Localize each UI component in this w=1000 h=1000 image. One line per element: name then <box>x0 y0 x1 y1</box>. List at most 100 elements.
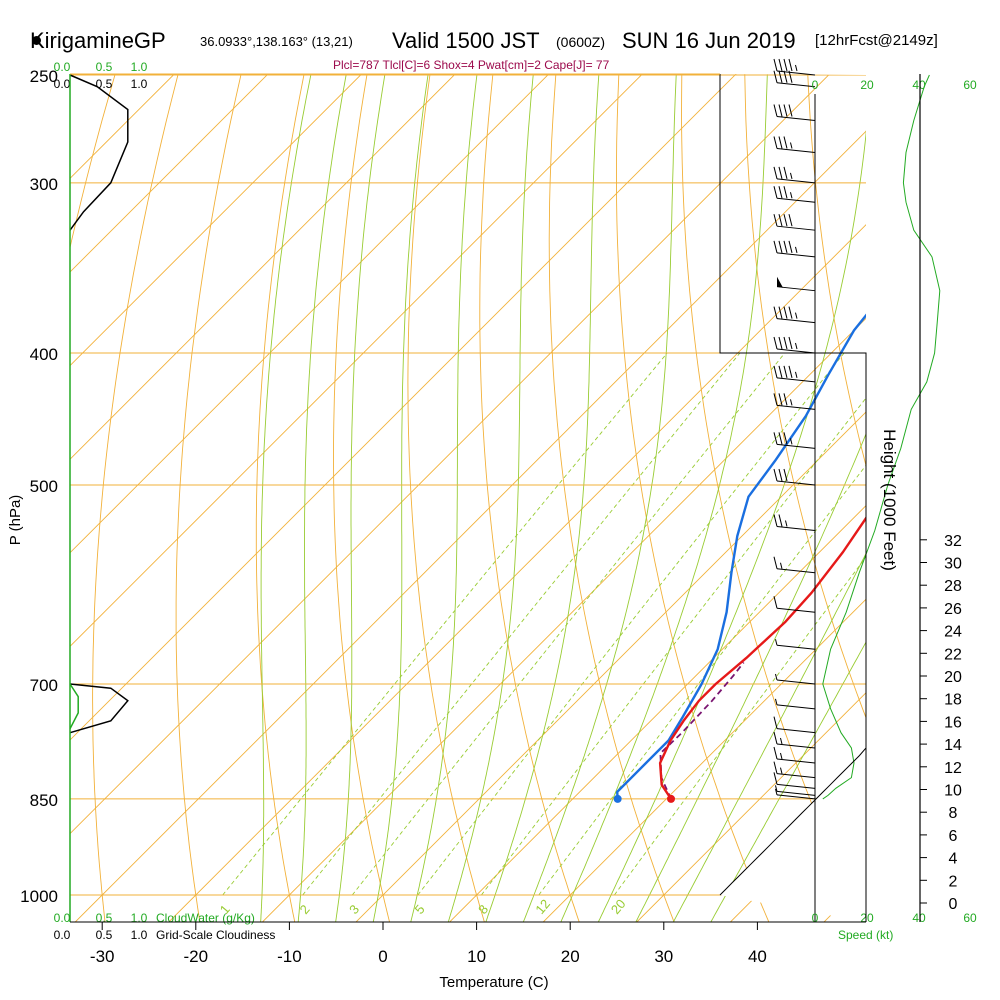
wind-speed-tick-bottom: 40 <box>912 911 926 925</box>
wind-barb <box>773 731 816 749</box>
dry-adiabat-line <box>548 74 675 922</box>
pressure-tick-label: 1000 <box>20 887 58 906</box>
cloudiness-lower-line <box>69 683 129 734</box>
wind-barb-half <box>775 788 778 795</box>
temperature-tick-label: -30 <box>90 947 115 966</box>
wind-speed-tick-top: 0 <box>812 78 819 92</box>
wind-barb-staff <box>776 252 816 258</box>
isotherm-line <box>542 598 866 922</box>
cloudiness-tick-top: 0.5 <box>96 77 113 91</box>
axes: 01020302503004005007008501000P (hPa)-30-… <box>7 67 962 991</box>
valid-date: SUN 16 Jun 2019 <box>622 28 796 53</box>
wind-speed-title: Speed (kt) <box>838 928 893 942</box>
moist-adiabat-line <box>372 74 429 922</box>
wind-barb-staff <box>776 790 816 796</box>
wind-barb-staff <box>776 225 816 231</box>
wind-barb-full <box>773 731 778 745</box>
wind-barb <box>773 716 816 734</box>
isotherm-line <box>448 504 866 922</box>
wind-speed-tick-bottom: 60 <box>963 911 977 925</box>
temperature-axis-title: Temperature (C) <box>439 974 548 991</box>
wind-barb <box>773 214 816 231</box>
wind-barb-full <box>783 393 788 406</box>
wind-barb-staff <box>776 286 816 292</box>
isotherm-line <box>70 74 831 835</box>
wind-barb-full <box>773 556 778 569</box>
wind-barb-full <box>783 166 788 179</box>
isotherm-line <box>355 411 866 922</box>
wind-barb-full <box>778 240 783 253</box>
wind-barb-full <box>778 468 783 482</box>
moist-adiabat-line <box>635 432 866 922</box>
wind-barb-full <box>773 58 778 72</box>
wind-speed-tick-top: 20 <box>860 78 874 92</box>
wind-barb-half <box>785 520 788 527</box>
moist-adiabat-line <box>485 74 600 922</box>
isotherm-line <box>74 130 866 922</box>
wind-barb-half <box>795 246 798 253</box>
wind-barb <box>775 698 816 710</box>
isotherm-line <box>168 224 866 922</box>
wind-barb <box>773 514 816 532</box>
height-tick-label: 22 <box>944 646 962 663</box>
wind-barb-full <box>773 136 778 149</box>
wind-barb <box>773 58 816 76</box>
sounding-curves <box>613 313 866 803</box>
dry-adiabat-line <box>807 74 866 468</box>
wind-barb-half <box>790 192 793 199</box>
height-tick-label: 8 <box>949 805 958 822</box>
wind-barb-full <box>773 468 778 482</box>
forecast-run: [12hrFcst@2149z] <box>815 32 938 49</box>
site-marker-icon <box>32 36 41 45</box>
height-tick-label: 18 <box>944 692 962 709</box>
wind-barb-full <box>773 186 778 199</box>
wind-barb <box>773 596 816 613</box>
wind-barb-full <box>783 58 788 72</box>
wind-barb-full <box>773 306 778 319</box>
wind-barb-staff <box>776 644 816 650</box>
height-tick-label: 6 <box>949 828 958 845</box>
wind-speed-tick-top: 40 <box>912 78 926 92</box>
wind-barb-full <box>778 336 783 350</box>
wind-barb-full <box>788 104 793 117</box>
wind-barb-full <box>778 214 783 227</box>
wind-barb-full <box>788 365 793 378</box>
height-tick-label: 32 <box>944 533 962 550</box>
height-tick-label: 30 <box>944 556 962 573</box>
wind-barb <box>773 772 816 789</box>
site-coords: 36.0933°,138.163° (13,21) <box>200 34 353 49</box>
wind-barb-flag <box>777 276 783 288</box>
wind-barb-full <box>783 306 788 319</box>
wind-barb-staff <box>776 178 816 184</box>
dry-adiabat-line <box>616 74 770 922</box>
wind-barb <box>773 746 816 764</box>
height-tick-label: 28 <box>944 578 962 595</box>
wind-barb-staff <box>776 679 816 685</box>
cloudiness-tick-bottom: 1.0 <box>131 928 148 942</box>
cloudiness-tick-top: 0.0 <box>54 77 71 91</box>
wind-barb-half <box>790 142 793 149</box>
pressure-tick-label: 400 <box>30 345 58 364</box>
wind-barb-staff <box>776 404 816 410</box>
wind-barb-full <box>773 432 778 445</box>
wind-barb <box>773 104 816 122</box>
moist-adiabat-line <box>672 552 866 922</box>
wind-barb-full <box>773 70 778 83</box>
wind-barb-staff <box>776 82 816 88</box>
wind-barb-full <box>783 70 788 83</box>
wind-barb <box>775 673 816 685</box>
pressure-tick-label: 700 <box>30 676 58 695</box>
moist-adiabat-line <box>260 74 312 922</box>
wind-barb-half <box>775 698 778 705</box>
mixing-ratio-line <box>481 397 866 896</box>
temperature-tick-label: 10 <box>467 947 486 966</box>
isotherm-line <box>70 74 456 460</box>
height-tick-label: 14 <box>944 737 962 754</box>
height-tick-label: 0 <box>949 896 958 913</box>
wind-barb-full <box>783 432 788 445</box>
pressure-tick-label: 250 <box>30 67 58 86</box>
temperature-tick-label: 0 <box>378 947 387 966</box>
wind-barb-half <box>795 342 798 350</box>
